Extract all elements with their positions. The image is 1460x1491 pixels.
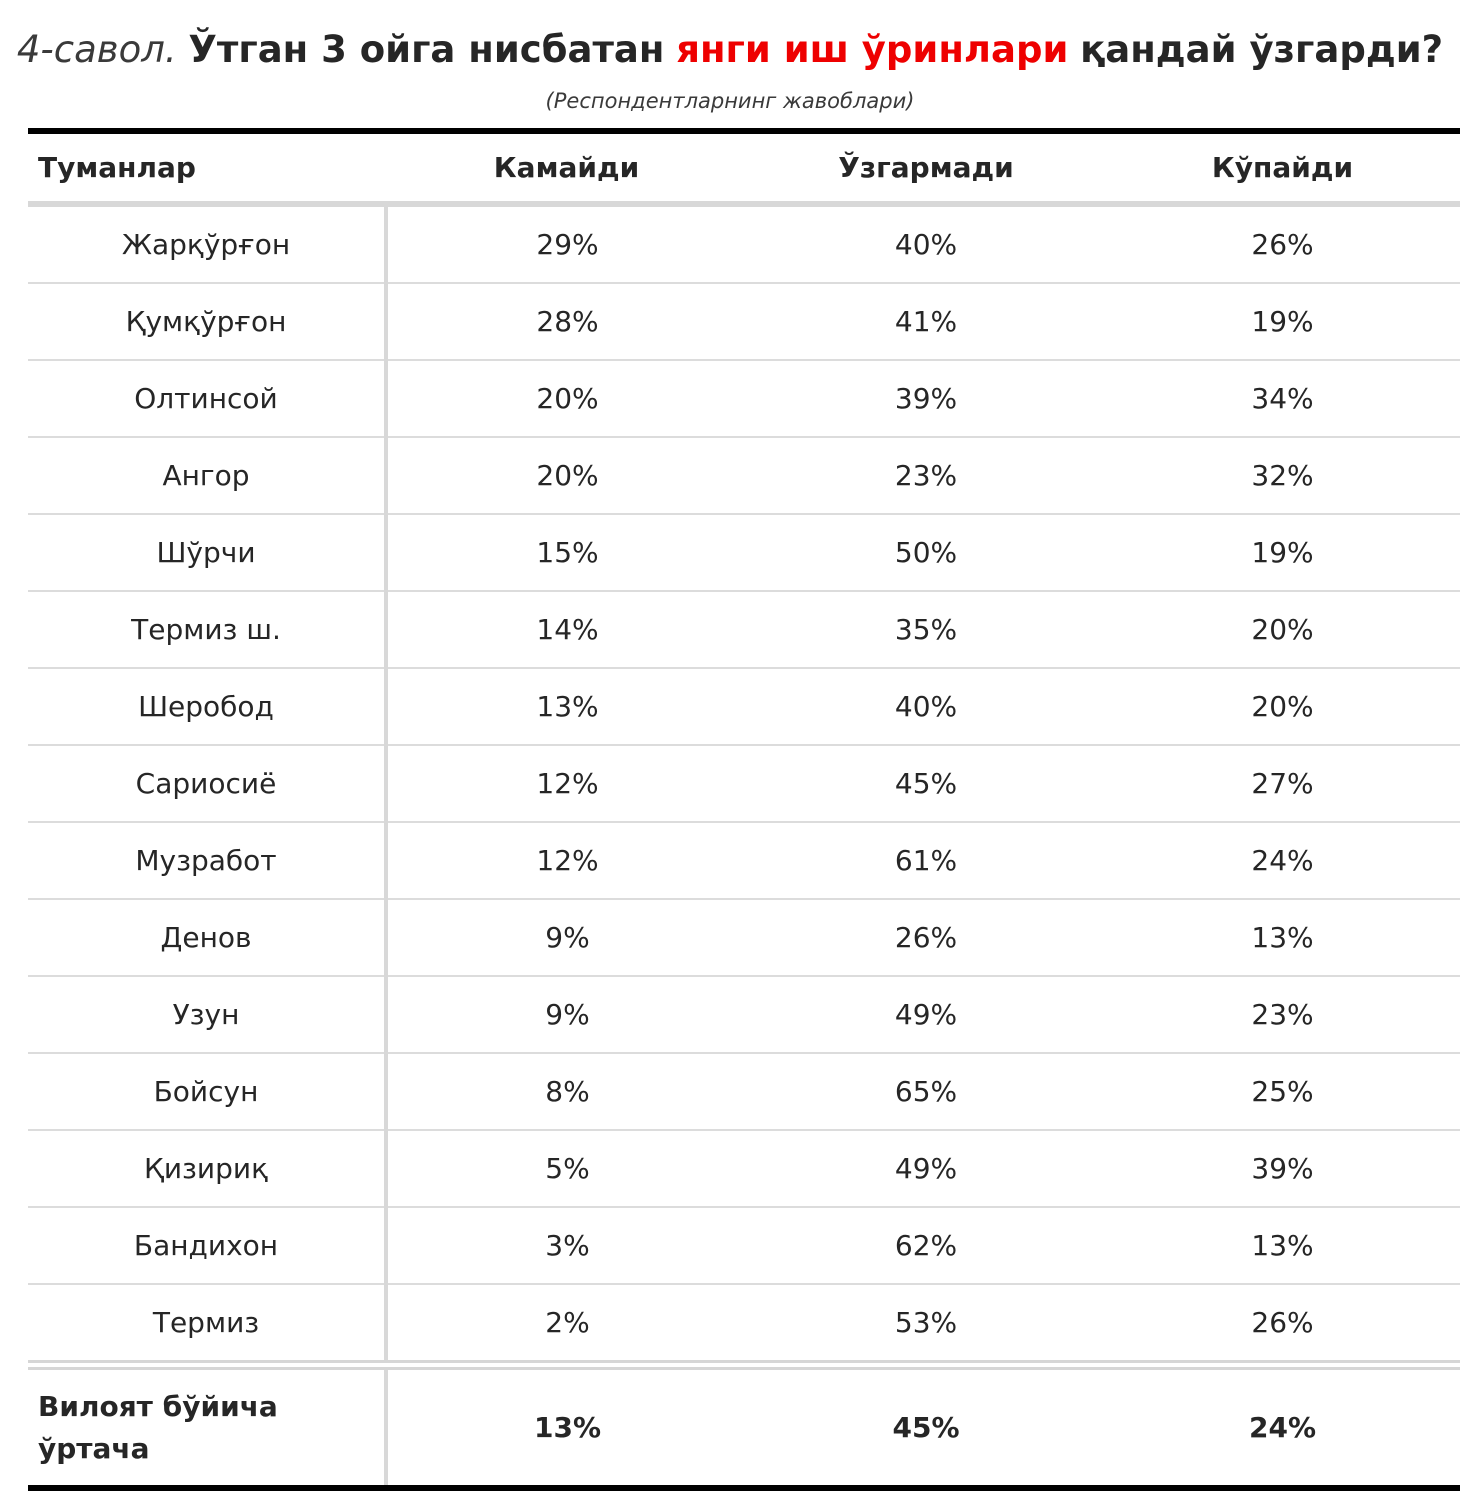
cell-increased: 34%	[1105, 360, 1460, 438]
district-name: Шеробод	[28, 668, 388, 746]
header-increased: Кўпайди	[1105, 128, 1460, 207]
footer-label-line1: Вилоят бўйича	[38, 1389, 278, 1423]
table-body: Жарқўрғон 29% 40% 26% Қумқўрғон 28% 41% 19% Олти…	[28, 204, 1460, 1365]
cell-decreased: 28%	[386, 283, 747, 361]
header-decreased: Камайди	[386, 128, 747, 207]
district-name: Музработ	[28, 822, 388, 900]
cell-unchanged: 49%	[747, 976, 1105, 1054]
district-name: Термиз ш.	[28, 591, 388, 669]
table-row: Ангор 20% 23% 32%	[28, 437, 1460, 515]
district-name: Жарқўрғон	[28, 204, 388, 284]
cell-increased: 20%	[1105, 591, 1460, 669]
cell-unchanged: 41%	[747, 283, 1105, 361]
district-name: Қумқўрғон	[28, 283, 388, 361]
cell-increased: 24%	[1105, 822, 1460, 900]
cell-decreased: 3%	[386, 1207, 747, 1285]
table-row: Денов 9% 26% 13%	[28, 899, 1460, 977]
table-row: Шўрчи 15% 50% 19%	[28, 514, 1460, 592]
cell-increased: 27%	[1105, 745, 1460, 823]
cell-decreased: 20%	[386, 360, 747, 438]
cell-increased: 19%	[1105, 283, 1460, 361]
footer-label: Вилоят бўйича ўртача	[28, 1360, 388, 1491]
cell-increased: 32%	[1105, 437, 1460, 515]
cell-unchanged: 50%	[747, 514, 1105, 592]
table-row: Бойсун 8% 65% 25%	[28, 1053, 1460, 1131]
chart-title: 4-савол. Ўтган 3 ойга нисбатан янги иш ў…	[0, 22, 1460, 78]
results-table: Туманлар Камайди Ўзгармади Кўпайди Жарқў…	[28, 128, 1460, 1491]
cell-unchanged: 26%	[747, 899, 1105, 977]
title-end: қандай ўзгарди?	[1080, 28, 1444, 71]
cell-increased: 39%	[1105, 1130, 1460, 1208]
cell-unchanged: 62%	[747, 1207, 1105, 1285]
cell-increased: 13%	[1105, 899, 1460, 977]
footer-unchanged: 45%	[747, 1360, 1105, 1491]
district-name: Ангор	[28, 437, 388, 515]
district-name: Узун	[28, 976, 388, 1054]
table-row: Қизириқ 5% 49% 39%	[28, 1130, 1460, 1208]
table-row: Узун 9% 49% 23%	[28, 976, 1460, 1054]
cell-decreased: 2%	[545, 1306, 590, 1339]
cell-decreased: 12%	[386, 822, 747, 900]
district-name: Бойсун	[28, 1053, 388, 1131]
cell-increased: 20%	[1105, 668, 1460, 746]
table-row: Жарқўрғон 29% 40% 26%	[28, 204, 1460, 284]
chart-subtitle: (Респондентларнинг жавоблари)	[545, 89, 915, 113]
cell-decreased: 29%	[386, 204, 747, 284]
cell-increased: 23%	[1105, 976, 1460, 1054]
footer-increased: 24%	[1105, 1360, 1460, 1491]
cell-increased: 13%	[1105, 1207, 1460, 1285]
title-prefix: 4-савол.	[16, 28, 177, 71]
cell-decreased: 5%	[386, 1130, 747, 1208]
district-name: Сариосиё	[28, 745, 388, 823]
district-name: Термиз	[28, 1284, 388, 1365]
cell-unchanged: 49%	[747, 1130, 1105, 1208]
cell-unchanged: 23%	[747, 437, 1105, 515]
cell-unchanged: 53%	[894, 1306, 958, 1339]
cell-unchanged: 61%	[747, 822, 1105, 900]
cell-increased: 26%	[1251, 1306, 1314, 1339]
footer-label-line2: ўртача	[38, 1431, 150, 1465]
table-row: Термиз 2% 53% 26%	[28, 1284, 1460, 1365]
district-name: Қизириқ	[28, 1130, 388, 1208]
title-main: Ўтган 3 ойга нисбатан	[188, 28, 665, 71]
header-row: Туманлар Камайди Ўзгармади Кўпайди	[28, 128, 1460, 207]
cell-decreased: 20%	[386, 437, 747, 515]
cell-increased: 26%	[1105, 204, 1460, 284]
title-highlight: янги иш ўринлари	[676, 28, 1069, 71]
table-row: Музработ 12% 61% 24%	[28, 822, 1460, 900]
cell-unchanged: 35%	[747, 591, 1105, 669]
cell-unchanged: 45%	[747, 745, 1105, 823]
header-districts: Туманлар	[28, 128, 386, 207]
district-name: Шўрчи	[28, 514, 388, 592]
cell-unchanged: 65%	[747, 1053, 1105, 1131]
footer-decreased: 13%	[386, 1360, 747, 1491]
cell-decreased: 9%	[386, 899, 747, 977]
cell-decreased: 13%	[386, 668, 747, 746]
cell-unchanged: 39%	[747, 360, 1105, 438]
table-row: Термиз ш. 14% 35% 20%	[28, 591, 1460, 669]
cell-increased: 19%	[1105, 514, 1460, 592]
header-unchanged: Ўзгармади	[747, 128, 1105, 207]
table-row: Олтинсой 20% 39% 34%	[28, 360, 1460, 438]
table-row: Қумқўрғон 28% 41% 19%	[28, 283, 1460, 361]
cell-decreased: 9%	[386, 976, 747, 1054]
table-row: Сариосиё 12% 45% 27%	[28, 745, 1460, 823]
table-row: Бандихон 3% 62% 13%	[28, 1207, 1460, 1285]
district-name: Олтинсой	[28, 360, 388, 438]
cell-decreased: 15%	[386, 514, 747, 592]
cell-increased: 25%	[1105, 1053, 1460, 1131]
table-row: Шеробод 13% 40% 20%	[28, 668, 1460, 746]
cell-decreased: 12%	[386, 745, 747, 823]
district-name: Денов	[28, 899, 388, 977]
cell-unchanged: 40%	[747, 668, 1105, 746]
footer-row: Вилоят бўйича ўртача 13% 45% 24%	[28, 1360, 1460, 1491]
cell-decreased: 8%	[386, 1053, 747, 1131]
cell-decreased: 14%	[386, 591, 747, 669]
district-name: Бандихон	[28, 1207, 388, 1285]
cell-unchanged: 40%	[747, 204, 1105, 284]
